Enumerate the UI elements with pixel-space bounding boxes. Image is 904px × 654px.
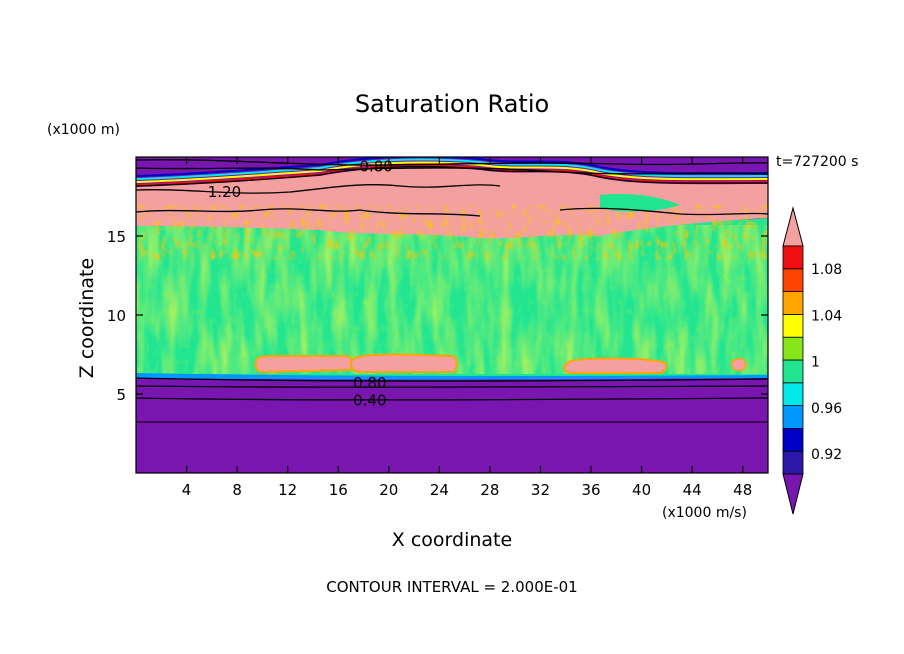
contour-lines: [136, 159, 768, 424]
colorbar-tick-label: 0.92: [811, 447, 842, 463]
cloud-patch: [731, 357, 747, 372]
cloud-patch: [254, 355, 354, 374]
colorbar-band: [782, 245, 804, 270]
colorbar-band: [782, 336, 804, 361]
contour-line: [136, 208, 481, 217]
cloud-patch: [349, 353, 458, 373]
contour-label: 0.80: [359, 157, 392, 175]
cirrus-top-edge-cyan: [136, 158, 768, 180]
chart-title: Saturation Ratio: [355, 90, 549, 118]
cyan-boundary: [136, 373, 768, 380]
cloud-patches: [254, 353, 747, 374]
y-tick-label: 5: [116, 386, 126, 404]
x-axis: 4 8 12 16 20 24 28 32 36 40 44 48: [182, 157, 752, 499]
y-axis: 5 10 15: [107, 228, 768, 404]
x-tick-label: 44: [683, 481, 702, 499]
dry-lower-layer-top: [136, 378, 768, 473]
colorbar-band: [782, 268, 804, 292]
contour-label: 0.80: [353, 374, 386, 392]
cirrus-top-edge-blue: [136, 157, 768, 177]
colorbar-extend-max: [782, 206, 804, 247]
x-unit-label: (x1000 m/s): [662, 505, 747, 521]
contour-line: [136, 377, 768, 382]
x-axis-label: X coordinate: [392, 529, 512, 551]
colorbar: 1.08 1.04 1 0.96 0.92: [782, 206, 842, 515]
contour-line: [136, 159, 768, 166]
x-tick-label: 8: [232, 481, 242, 499]
contour-labels: 0.801.200.800.40: [208, 157, 393, 409]
colorbar-tick-label: 1.08: [811, 262, 842, 278]
x-tick-label: 12: [278, 481, 297, 499]
y-tick-label: 15: [107, 228, 126, 246]
contour-interval-footer: CONTOUR INTERVAL = 2.000E-01: [326, 578, 577, 596]
colorbar-band: [782, 382, 804, 406]
y-unit-label: (x1000 m): [47, 122, 120, 138]
contour-line: [136, 167, 768, 175]
colorbar-tick-label: 1: [811, 355, 820, 371]
x-tick-label: 32: [531, 481, 550, 499]
time-label: t=727200 s: [776, 154, 858, 170]
x-tick-label: 24: [430, 481, 449, 499]
colorbar-tick-label: 0.96: [811, 401, 842, 417]
colorbar-band: [782, 313, 804, 338]
x-tick-label: 36: [581, 481, 600, 499]
contour-label: 1.20: [208, 183, 241, 201]
upper-right-green-patch: [600, 194, 680, 212]
plot-area: [136, 157, 768, 473]
contour-line: [136, 385, 768, 388]
x-tick-label: 28: [480, 481, 499, 499]
cirrus-top-edge-yellow: [136, 161, 768, 183]
x-tick-label: 16: [329, 481, 348, 499]
x-tick-label: 20: [379, 481, 398, 499]
colorbar-extend-min: [782, 473, 804, 515]
contour-line: [136, 184, 501, 194]
colorbar-band: [782, 405, 804, 429]
x-tick-label: 40: [632, 481, 651, 499]
contour-line: [559, 207, 768, 216]
contour-line: [136, 397, 768, 401]
x-tick-label: 48: [733, 481, 752, 499]
y-tick-label: 10: [107, 307, 126, 325]
colorbar-band: [782, 359, 804, 384]
contour-line: [136, 165, 768, 187]
colorbar-tick-label: 1.04: [811, 308, 842, 324]
contour-label: 0.40: [353, 391, 386, 409]
colorbar-band: [782, 427, 804, 452]
cloud-patch: [563, 357, 668, 374]
y-axis-label: Z coordinate: [76, 258, 98, 378]
colorbar-band: [782, 291, 804, 315]
x-tick-label: 4: [182, 481, 192, 499]
colorbar-band: [782, 450, 804, 475]
